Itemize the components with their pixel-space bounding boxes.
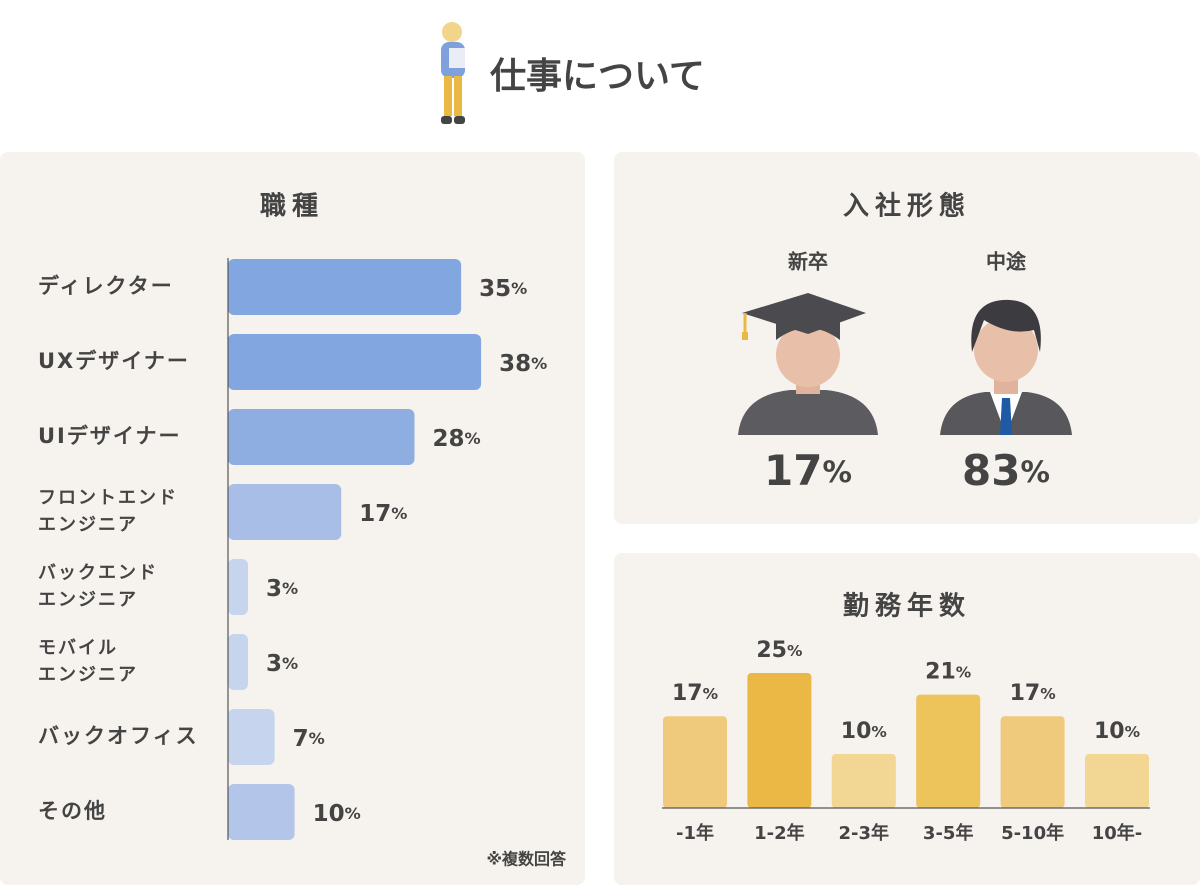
value-label: 3% — [266, 576, 298, 602]
value-label: 17% — [359, 501, 407, 527]
bar — [831, 754, 896, 808]
y-tick-label: UXデザイナー — [38, 349, 190, 373]
bar — [228, 784, 295, 840]
x-tick-label: 10年- — [1092, 822, 1143, 844]
y-tick-label: フロントエンドエンジニア — [38, 488, 178, 536]
value-label: 25% — [756, 638, 802, 663]
value-label: 3% — [266, 651, 298, 677]
y-tick-label: UIデザイナー — [38, 424, 181, 448]
bar — [228, 409, 415, 465]
x-tick-label: -1年 — [676, 822, 714, 844]
category-label: 中途 — [986, 250, 1027, 274]
note: ※複数回答 — [486, 850, 567, 869]
y-tick-label: ディレクター — [38, 274, 174, 298]
bar — [1085, 754, 1149, 808]
y-tick-label: モバイルエンジニア — [38, 638, 138, 686]
x-tick-label: 5-10年 — [1001, 822, 1064, 844]
value-label: 17% — [672, 681, 718, 706]
person-icon — [441, 22, 465, 124]
x-tick-label: 2-3年 — [839, 822, 890, 844]
x-tick-label: 1-2年 — [754, 822, 805, 844]
bar — [1000, 716, 1065, 808]
value-label: 10% — [841, 719, 887, 744]
category-label: 新卒 — [788, 250, 828, 274]
chart-title: 入社形態 — [843, 191, 971, 222]
value-label: 10% — [1094, 719, 1140, 744]
bar — [228, 634, 248, 690]
bar — [228, 484, 342, 540]
graduate-figure — [738, 293, 878, 435]
bar — [228, 259, 462, 315]
bar — [747, 673, 812, 808]
value-label: 28% — [432, 426, 480, 452]
bar — [663, 716, 727, 808]
value-label: 17% — [764, 446, 852, 495]
chart-title: 職種 — [260, 192, 324, 222]
bar — [228, 559, 248, 615]
business-figure — [940, 299, 1072, 435]
value-label: 17% — [1010, 681, 1056, 706]
y-tick-label: その他 — [38, 799, 107, 823]
value-label: 7% — [293, 726, 325, 752]
bar — [228, 334, 482, 390]
value-label: 10% — [313, 801, 361, 827]
page-title: 仕事について — [490, 56, 705, 97]
bar — [916, 694, 981, 808]
bar — [228, 709, 275, 765]
chart-title: 勤務年数 — [843, 591, 971, 622]
value-label: 21% — [925, 660, 971, 685]
value-label: 83% — [962, 446, 1050, 495]
y-tick-label: バックエンドエンジニア — [38, 563, 158, 611]
value-label: 38% — [499, 351, 547, 377]
x-tick-label: 3-5年 — [923, 822, 974, 844]
y-tick-label: バックオフィス — [38, 724, 199, 748]
value-label: 35% — [479, 276, 527, 302]
